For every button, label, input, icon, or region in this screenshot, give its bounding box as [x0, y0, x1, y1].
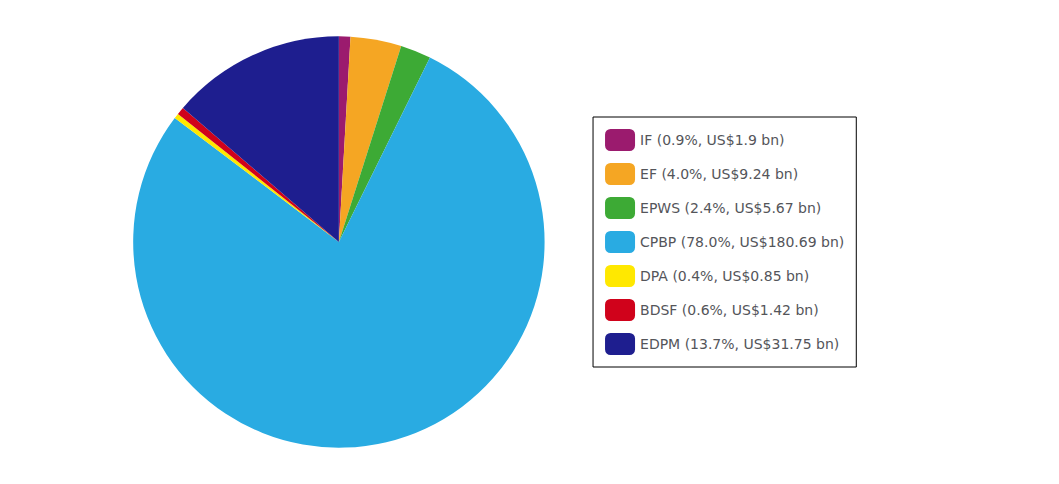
- svg-text:EF (4.0%, US$9.24 bn): EF (4.0%, US$9.24 bn): [640, 166, 798, 182]
- svg-text:EDPM (13.7%, US$31.75 bn): EDPM (13.7%, US$31.75 bn): [640, 336, 839, 352]
- svg-text:IF (0.9%, US$1.9 bn): IF (0.9%, US$1.9 bn): [640, 132, 785, 148]
- svg-text:BDSF (0.6%, US$1.42 bn): BDSF (0.6%, US$1.42 bn): [640, 302, 819, 318]
- svg-text:DPA (0.4%, US$0.85 bn): DPA (0.4%, US$0.85 bn): [640, 268, 809, 284]
- svg-text:EPWS (2.4%, US$5.67 bn): EPWS (2.4%, US$5.67 bn): [640, 200, 821, 216]
- svg-text:CPBP (78.0%, US$180.69 bn): CPBP (78.0%, US$180.69 bn): [640, 234, 844, 250]
